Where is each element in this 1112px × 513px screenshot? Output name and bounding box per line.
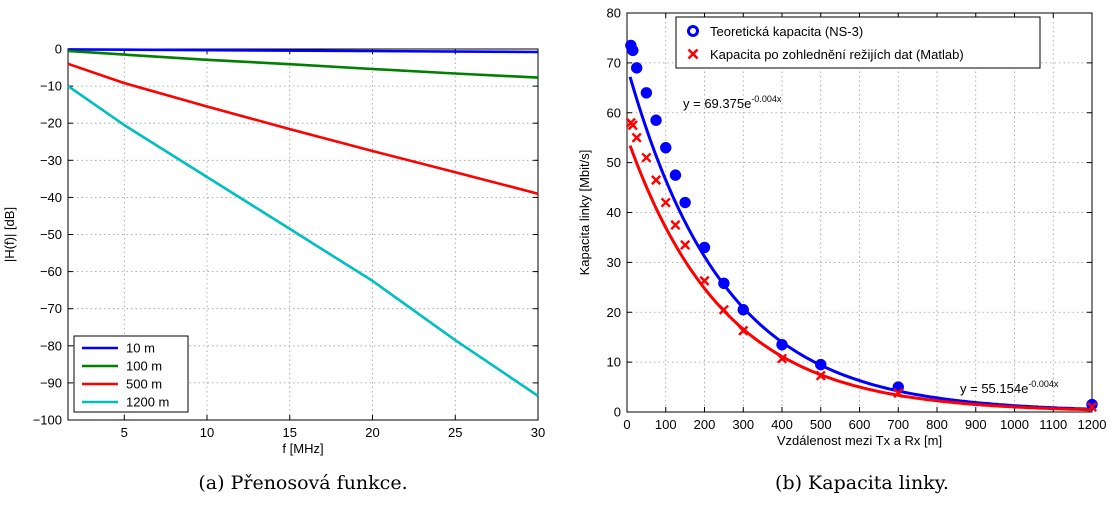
y-tick-label: −10 [40,79,62,94]
x-axis-label: f [MHz] [282,441,323,456]
data-point-ns3 [815,358,827,371]
fit-curve [628,145,1092,412]
data-point-matlab [627,120,638,131]
x-tick-label: 100 [655,417,677,432]
data-point-ns3 [669,169,682,181]
x-tick-label: 900 [965,417,987,432]
data-point-ns3 [737,304,749,316]
data-point-ns3 [660,141,672,154]
data-point-matlab [680,239,691,250]
y-tick-label: −70 [40,301,62,316]
data-point-ns3 [627,44,639,57]
data-point-ns3 [679,196,691,209]
series-line-10-m [67,48,539,54]
fit-equation-ns3: y = 69.375e-0.004x [683,94,782,111]
y-tick-label: 60 [607,105,621,120]
data-point-ns3 [1086,398,1098,411]
y-tick-label: −100 [33,413,62,428]
data-point-matlab [670,219,681,231]
y-tick-label: −80 [40,338,62,353]
legend-marker-circle [687,25,699,37]
x-axis-label: Vzdálenost mezi Tx a Rx [m] [777,433,942,448]
data-point-matlab [776,353,788,364]
x-tick-label: 20 [365,425,379,440]
legend-label: 500 m [126,377,162,392]
y-tick-label: 20 [607,305,621,320]
data-point-ns3 [698,241,711,254]
x-tick-label: 800 [926,417,948,432]
legend: Teoretická kapacita (NS-3) Kapacita po zo… [675,16,1041,69]
data-point-ns3 [776,338,788,351]
y-axis-label: Kapacita linky [Mbit/s] [577,150,592,276]
x-tick-label: 300 [732,417,754,432]
y-tick-label: 30 [607,255,621,270]
y-axis-label: |H(f)| [dB] [2,207,17,262]
plot-area-border [626,12,1093,413]
series-line-100-m [67,49,539,79]
y-tick-label: −40 [40,190,62,205]
x-tick-label: 600 [849,417,871,432]
legend-label: 10 m [126,341,155,356]
legend-label: Kapacita po zohlednění režijích dat (Mat… [710,47,964,62]
legend-label: 1200 m [126,395,169,410]
data-point-matlab [718,304,729,315]
data-point-ns3 [630,62,643,74]
y-tick-label: 0 [614,405,621,420]
fit-equation-matlab: y = 55.154e-0.004x [960,379,1059,396]
x-tick-label: 15 [283,425,297,440]
x-tick-label: 500 [810,417,832,432]
series-line-1200-m [67,85,539,397]
data-point-matlab [699,275,710,286]
data-point-matlab [660,197,671,208]
x-tick-label: 5 [121,425,128,440]
series-line-500-m [67,62,539,195]
data-point-matlab [1086,401,1098,413]
y-tick-label: 80 [607,6,621,21]
y-tick-label: 40 [607,205,621,220]
y-tick-label: 0 [55,42,62,57]
x-tick-label: 30 [531,425,545,440]
data-point-matlab [641,152,652,163]
chart-link-capacity: 0 100 200 300 400 500 600 700 800 900 1000 1100 1200… [577,6,1106,495]
data-point-matlab [651,175,662,186]
plot-area-border [67,48,539,421]
legend: 10 m 100 m 500 m 1200 m [73,335,189,413]
chart-transfer-function: 5 10 15 20 25 30 0 −10 −20 −30 −40 −50 −60 −70 −80 −90 −… [2,42,545,495]
data-point-matlab [893,387,904,399]
legend-marker-x [687,48,699,60]
y-tick-label: −90 [40,375,62,390]
caption-b: (b) Kapacita linky. [775,472,949,494]
data-point-ns3 [718,277,730,290]
x-tick-label: 700 [887,417,909,432]
x-tick-label: 1000 [1000,417,1029,432]
data-point-matlab [631,132,642,143]
x-tick-label: 400 [771,417,793,432]
data-point-matlab [738,325,749,336]
data-point-matlab [815,370,826,381]
data-point-ns3 [640,87,653,99]
x-tick-label: 10 [200,425,214,440]
data-point-ns3 [650,114,662,126]
caption-a: (a) Přenosová funkce. [198,472,407,494]
fit-curve [628,76,1093,411]
legend-label: 100 m [126,359,162,374]
y-tick-label: 50 [607,155,621,170]
x-tick-label: 0 [623,417,630,432]
legend-box [675,16,1041,69]
y-tick-label: −30 [40,153,62,168]
y-tick-label: 10 [607,355,621,370]
x-tick-label: 1200 [1078,417,1107,432]
x-tick-label: 200 [694,417,716,432]
y-tick-label: −60 [40,264,62,279]
x-tick-label: 1100 [1039,417,1067,432]
y-tick-label: −20 [40,116,62,131]
y-tick-label: 70 [607,55,621,70]
legend-label: Teoretická kapacita (NS-3) [710,24,863,39]
x-tick-label: 25 [448,425,462,440]
y-tick-label: −50 [40,227,62,242]
